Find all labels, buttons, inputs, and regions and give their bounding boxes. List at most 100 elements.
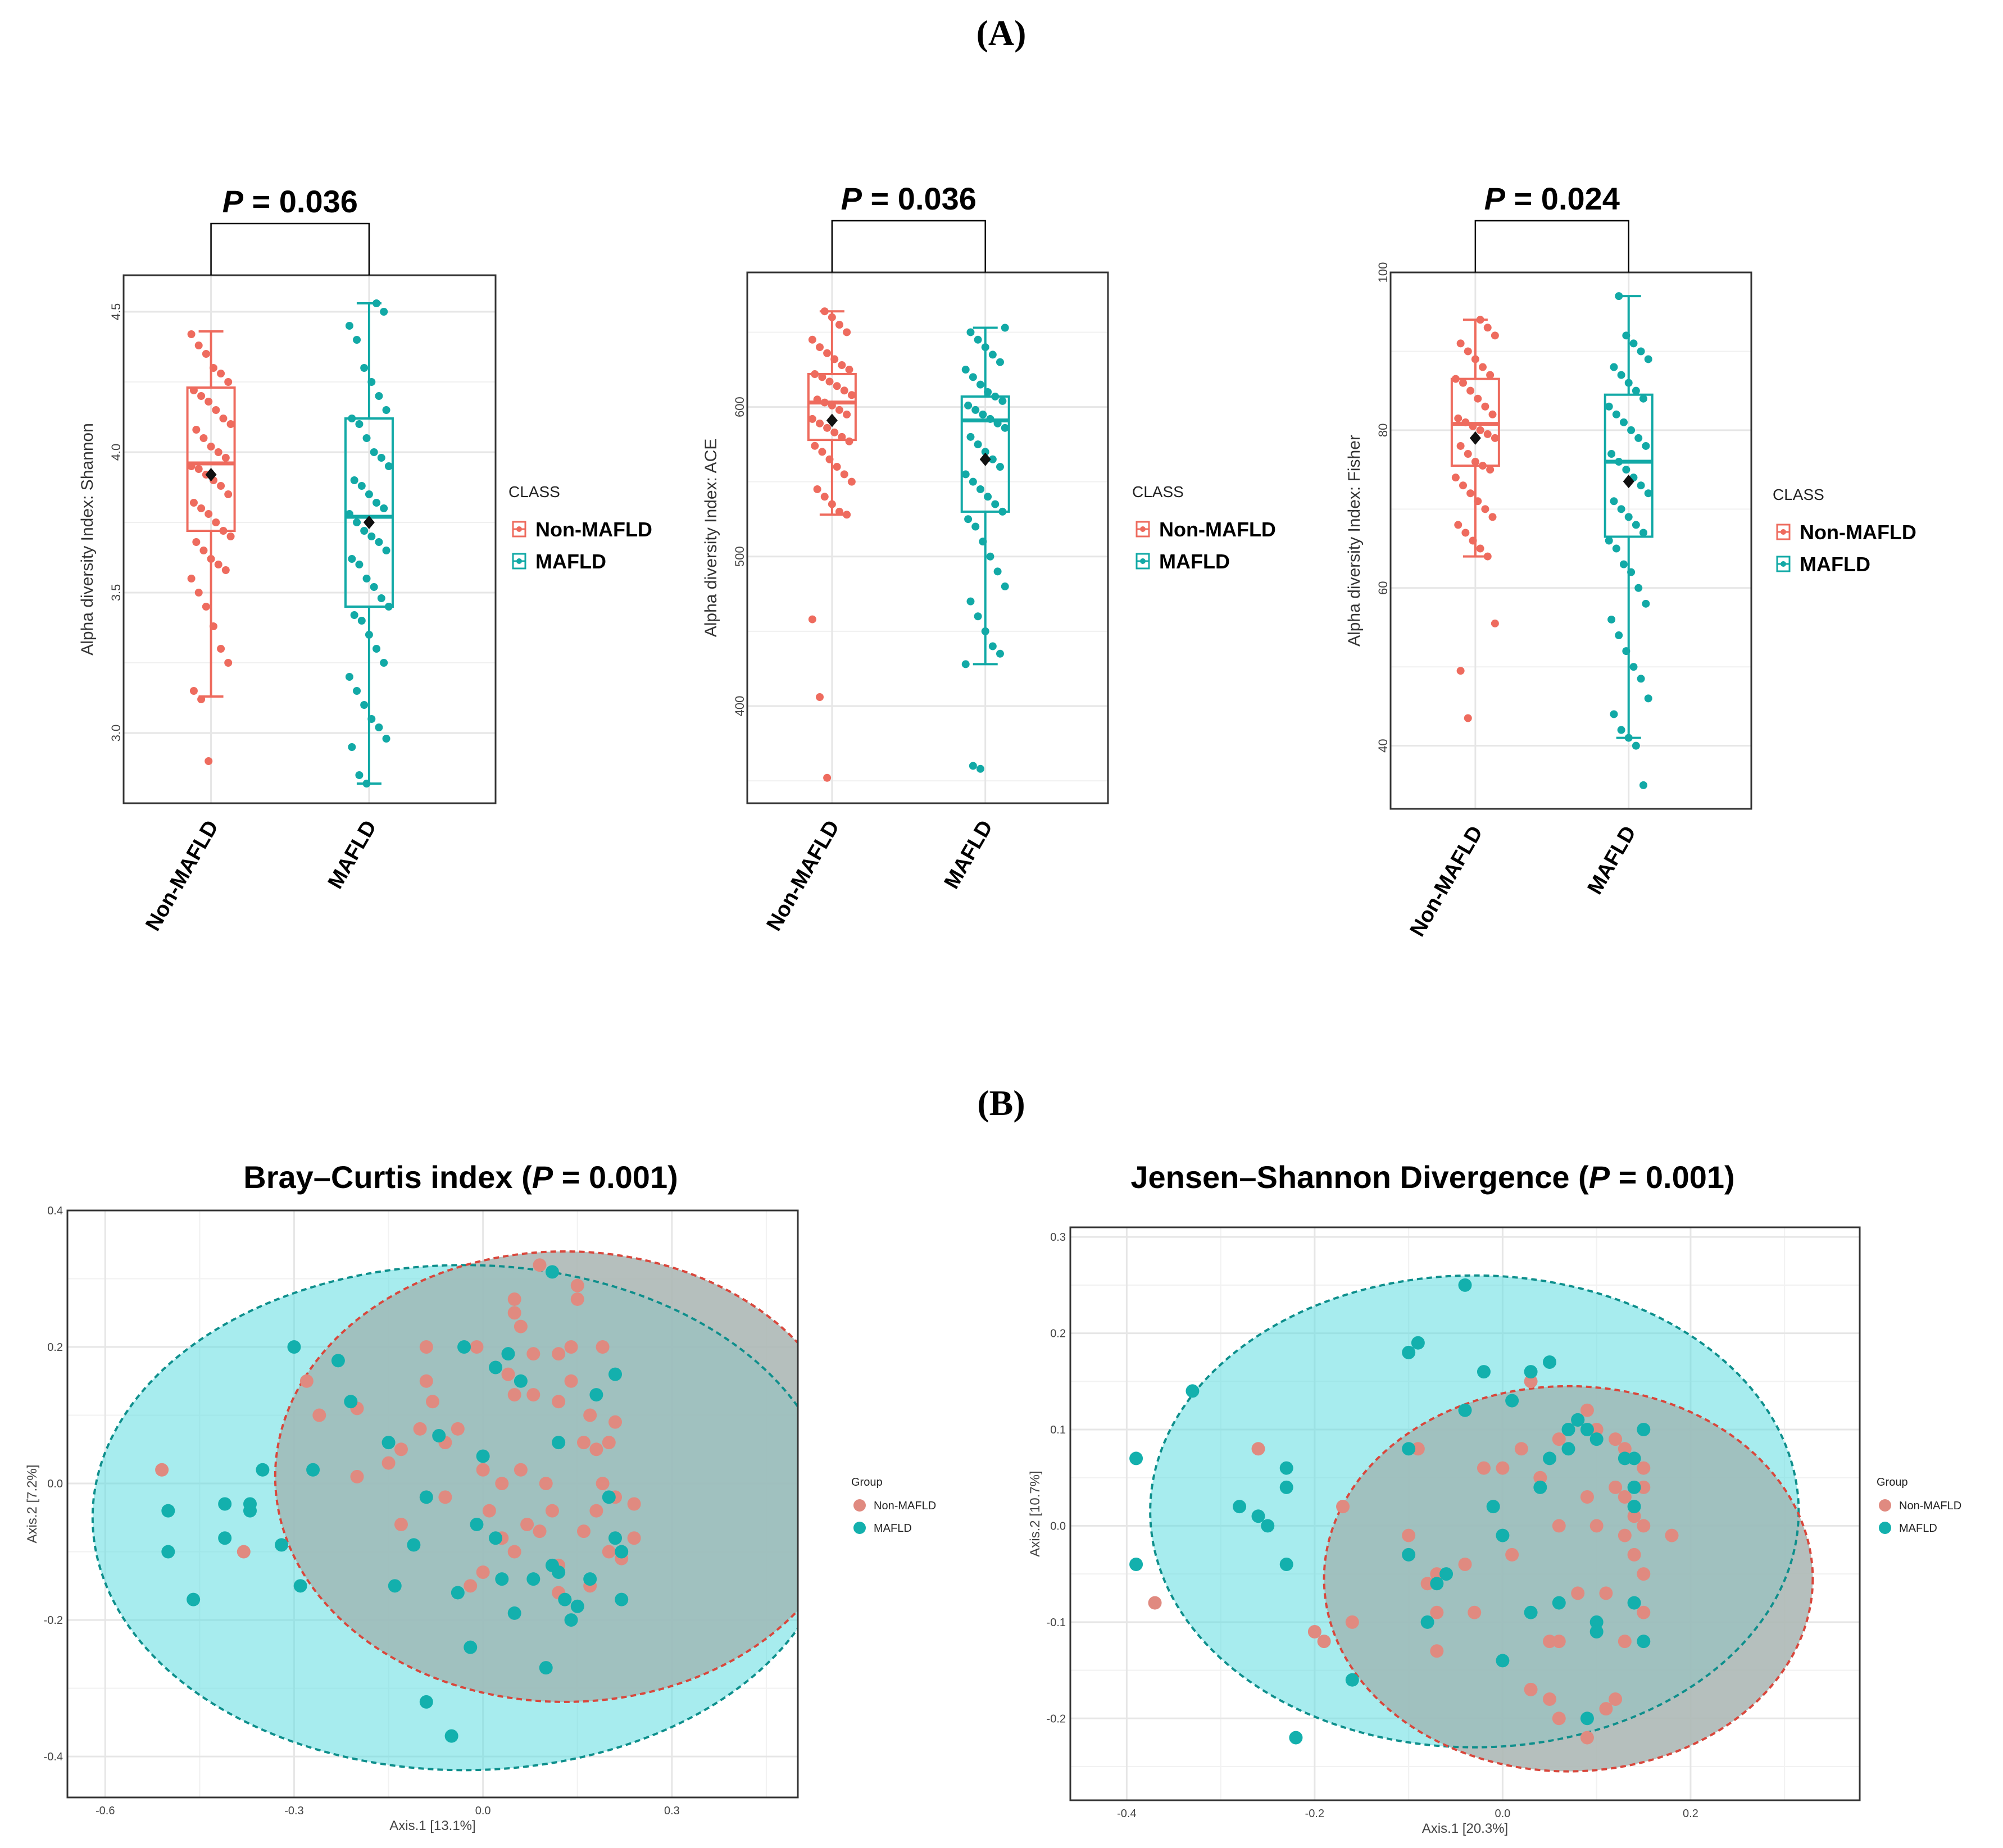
- legend-title: CLASS: [1132, 483, 1184, 500]
- legend-key-dot: [1140, 558, 1146, 564]
- y-tick-label: 60: [1376, 581, 1390, 595]
- data-point: [835, 507, 843, 516]
- legend: CLASS Non-MAFLD MAFLD: [508, 483, 652, 573]
- x-axis-title: Axis.1 [20.3%]: [1422, 1821, 1508, 1836]
- data-point: [344, 1395, 358, 1409]
- y-tick-label: 600: [733, 397, 747, 417]
- y-tick-label: 0.0: [1050, 1520, 1066, 1532]
- y-tick-label: 0.2: [1050, 1328, 1066, 1340]
- data-point: [526, 1388, 541, 1402]
- ellipse-overlap-fill: [275, 1251, 798, 1702]
- legend-label: Non-MAFLD: [1800, 521, 1916, 544]
- data-point: [564, 1340, 578, 1354]
- p-value-label: P = 0.036: [222, 184, 358, 219]
- data-point: [256, 1463, 270, 1477]
- data-point: [1483, 324, 1492, 332]
- data-point: [825, 455, 834, 463]
- data-point: [1607, 450, 1616, 458]
- data-point: [843, 410, 851, 418]
- data-point: [589, 1388, 603, 1402]
- data-point: [1456, 441, 1465, 450]
- data-point: [350, 611, 358, 619]
- data-point: [384, 603, 393, 611]
- data-point: [1619, 418, 1628, 426]
- data-point: [501, 1367, 515, 1381]
- data-point: [1458, 1558, 1472, 1571]
- p-value-label: P = 0.024: [1484, 181, 1620, 216]
- data-point: [217, 370, 225, 377]
- data-point: [187, 1592, 201, 1606]
- data-point: [1618, 1528, 1632, 1542]
- y-tick-label: -0.2: [1047, 1713, 1066, 1725]
- data-point: [828, 313, 836, 321]
- plot-border: [746, 271, 1109, 804]
- data-point: [1477, 1461, 1491, 1475]
- data-point: [1605, 402, 1613, 411]
- p-value-symbol: P: [841, 181, 862, 216]
- data-point: [187, 575, 196, 582]
- data-point: [984, 388, 992, 396]
- data-point: [1615, 631, 1623, 640]
- interquartile-box: [960, 395, 1010, 513]
- data-point: [1624, 513, 1633, 521]
- significance-bracket: [210, 222, 370, 275]
- data-point: [1402, 1442, 1416, 1456]
- data-point: [971, 522, 980, 531]
- data-point: [375, 723, 383, 731]
- y-tick-label: 0.0: [47, 1478, 63, 1490]
- data-point: [1491, 331, 1499, 340]
- data-point: [1261, 1519, 1275, 1533]
- data-point: [969, 477, 977, 486]
- data-point: [815, 343, 824, 352]
- data-point: [365, 631, 373, 639]
- data-point: [596, 1477, 610, 1491]
- data-point: [1637, 1461, 1651, 1475]
- data-point: [1644, 489, 1652, 498]
- mean-marker: [979, 452, 991, 466]
- data-point: [1129, 1451, 1143, 1465]
- data-point: [155, 1463, 169, 1477]
- data-point: [1637, 675, 1645, 683]
- data-point: [197, 392, 206, 400]
- data-point: [237, 1545, 251, 1559]
- x-category-label: MAFLD: [1583, 822, 1641, 899]
- data-point: [1524, 1605, 1538, 1619]
- data-point: [1486, 1500, 1500, 1514]
- data-point: [495, 1477, 509, 1491]
- data-point: [1345, 1615, 1359, 1629]
- data-point: [419, 1374, 433, 1388]
- data-point: [813, 485, 821, 493]
- data-point: [1589, 1432, 1604, 1446]
- legend-label: Non-MAFLD: [1899, 1500, 1961, 1512]
- mean-marker: [1469, 431, 1481, 445]
- data-point: [1469, 422, 1477, 430]
- ellipse-non-mafld-outline: [274, 1250, 798, 1703]
- data-point: [293, 1579, 307, 1593]
- data-point: [1430, 1577, 1444, 1591]
- y-tick-label: 500: [733, 546, 747, 567]
- x-tick-label: -0.2: [1305, 1808, 1324, 1820]
- data-point: [212, 406, 220, 414]
- x-category-label: Non-MAFLD: [1406, 822, 1488, 941]
- data-point: [355, 561, 364, 568]
- data-point: [627, 1497, 641, 1511]
- data-point: [1477, 1365, 1491, 1379]
- plot-area: [1391, 272, 1751, 809]
- data-point: [187, 462, 196, 470]
- data-point: [825, 377, 834, 386]
- data-point: [1580, 1403, 1594, 1417]
- data-point: [1458, 1278, 1472, 1292]
- data-point: [1612, 544, 1620, 553]
- data-point: [583, 1408, 597, 1422]
- data-point: [1524, 1374, 1538, 1389]
- legend: Group Non-MAFLD MAFLD: [1877, 1476, 1961, 1535]
- legend-label: MAFLD: [1159, 550, 1230, 573]
- data-point: [394, 1442, 408, 1456]
- data-point: [1307, 1625, 1321, 1638]
- data-point: [1486, 371, 1495, 379]
- data-point: [207, 555, 215, 563]
- data-point: [833, 382, 841, 390]
- data-point: [986, 552, 994, 561]
- box-non-mafld: [1450, 316, 1500, 722]
- data-point: [355, 420, 364, 428]
